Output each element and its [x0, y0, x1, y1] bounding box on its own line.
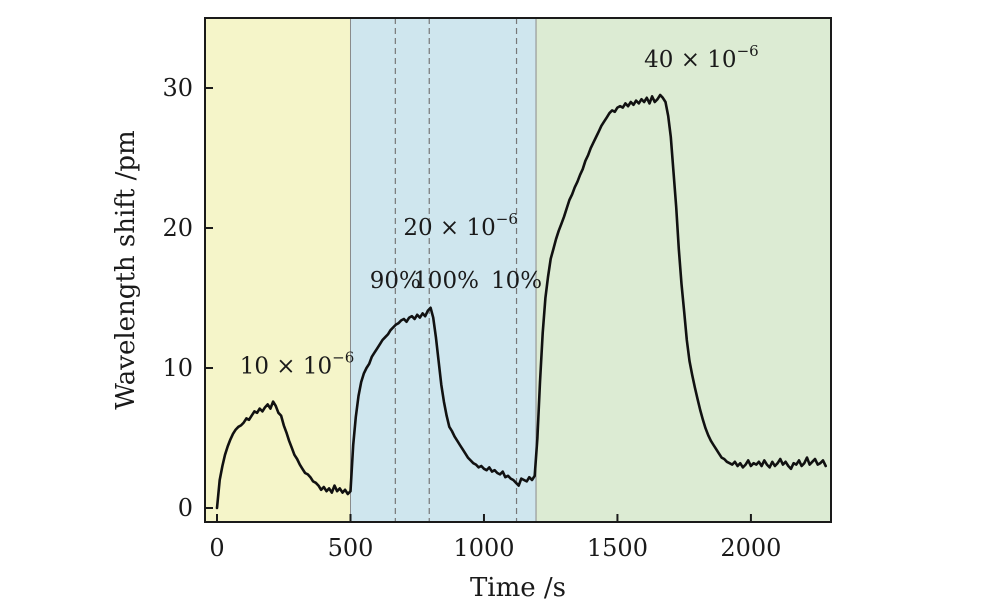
- annotation-pct-10: 10%: [491, 268, 542, 294]
- region-2: [536, 18, 831, 522]
- series-line-0: [215, 93, 827, 510]
- x-tick-label-1500: 1500: [587, 534, 648, 562]
- background-regions: [205, 18, 831, 522]
- x-axis-label: Time /s: [470, 573, 566, 603]
- x-tick-label-2000: 2000: [720, 534, 781, 562]
- x-axis-ticks: 0 500 1000 1500 2000: [209, 514, 781, 562]
- annotation-conc-20: 20 × 10−6: [403, 210, 518, 241]
- y-tick-label-10: 10: [162, 354, 193, 382]
- y-axis-label: Wavelength shift /pm: [111, 130, 141, 409]
- x-tick-label-1000: 1000: [453, 534, 514, 562]
- y-tick-label-30: 30: [162, 74, 193, 102]
- annotation-conc-40: 40 × 10−6: [644, 42, 759, 73]
- y-axis-ticks: 0 10 20 30: [162, 74, 213, 522]
- plot-frame: [204, 17, 832, 523]
- x-tick-label-500: 500: [328, 534, 374, 562]
- region-1: [350, 18, 537, 522]
- annotation-conc-10: 10 × 10−6: [240, 349, 355, 380]
- annotation-pct-90: 90%: [370, 268, 421, 294]
- reference-lines: [394, 18, 518, 522]
- region-0: [205, 18, 351, 522]
- y-tick-label-0: 0: [178, 494, 193, 522]
- series-group: [215, 93, 827, 510]
- annotations: 10 × 10−6 20 × 10−6 40 × 10−6 90%100% 10%: [240, 42, 759, 380]
- y-tick-label-20: 20: [162, 214, 193, 242]
- x-tick-label-0: 0: [209, 534, 224, 562]
- annotation-pct-100: 100%: [413, 268, 479, 294]
